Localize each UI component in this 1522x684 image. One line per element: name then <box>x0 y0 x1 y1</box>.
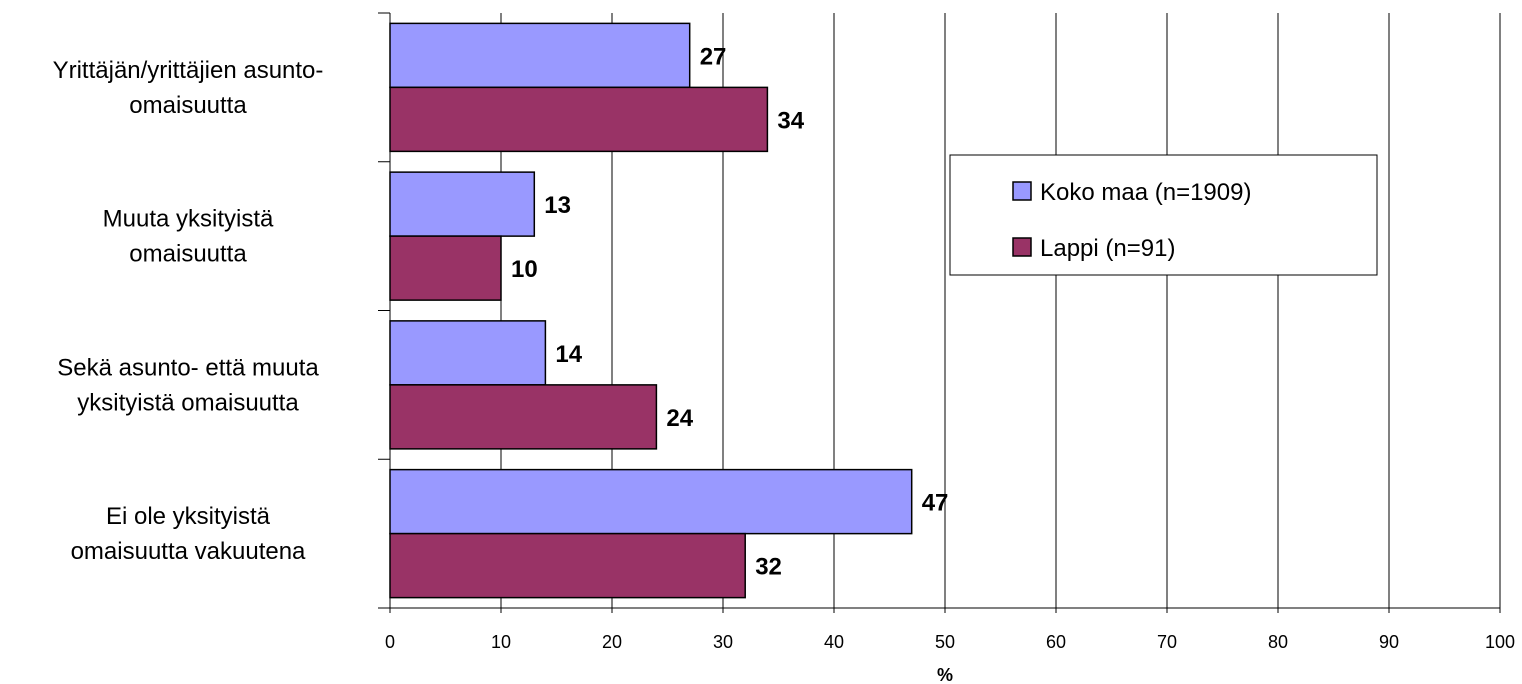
x-tick-label: 70 <box>1157 632 1177 652</box>
value-labels: 27 34 13 10 14 24 47 32 <box>511 43 948 580</box>
legend: Koko maa (n=1909) Lappi (n=91) <box>949 154 1378 276</box>
bar <box>389 22 691 89</box>
x-tick-label: 20 <box>602 632 622 652</box>
tick-labels: 0 10 20 30 40 50 60 70 80 90 100 <box>385 632 1515 652</box>
data-label: 10 <box>511 256 538 283</box>
x-axis-title: % <box>937 665 953 684</box>
data-label: 13 <box>544 192 571 219</box>
bar <box>389 468 913 535</box>
legend-swatch <box>1012 237 1032 257</box>
axes <box>378 12 1501 613</box>
category-label: Ei ole yksityistä omaisuutta vakuutena <box>71 503 306 565</box>
category-label: Muuta yksityistä omaisuutta <box>103 206 274 268</box>
x-tick-label: 90 <box>1379 632 1399 652</box>
x-tick-label: 100 <box>1485 632 1515 652</box>
bar <box>389 235 502 301</box>
x-tick-label: 60 <box>1046 632 1066 652</box>
bars <box>389 22 913 599</box>
legend-label: Lappi (n=91) <box>1040 235 1175 262</box>
bar <box>389 320 547 386</box>
data-label: 14 <box>555 341 582 368</box>
legend-swatch <box>1012 181 1032 201</box>
legend-label: Koko maa (n=1909) <box>1040 179 1251 206</box>
category-labels: Yrittäjän/yrittäjien asunto-omaisuutta Mu… <box>53 57 324 565</box>
bar <box>389 384 658 450</box>
bar <box>389 86 769 153</box>
bar <box>389 171 536 237</box>
data-label: 32 <box>755 554 782 581</box>
category-label: Yrittäjän/yrittäjien asunto-omaisuutta <box>53 57 324 119</box>
x-tick-label: 30 <box>713 632 733 652</box>
bar <box>389 532 746 599</box>
category-label: Sekä asunto- että muuta yksityistä omaisu… <box>57 354 319 416</box>
data-label: 34 <box>777 107 804 134</box>
x-tick-label: 80 <box>1268 632 1288 652</box>
x-tick-label: 40 <box>824 632 844 652</box>
x-tick-label: 50 <box>935 632 955 652</box>
x-tick-label: 0 <box>385 632 395 652</box>
data-label: 47 <box>922 490 949 517</box>
data-label: 27 <box>700 43 727 70</box>
data-label: 24 <box>666 405 693 432</box>
x-tick-label: 10 <box>491 632 511 652</box>
